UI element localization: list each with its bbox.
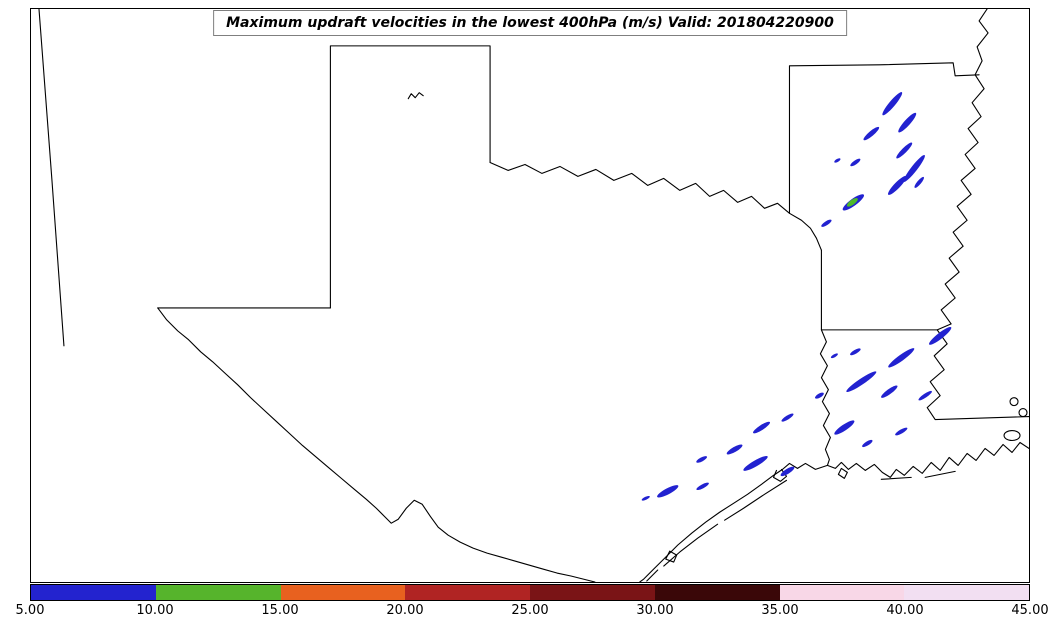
coastline-louisiana: [826, 441, 1029, 478]
border-nm-az: [38, 9, 65, 347]
updraft-streak: [753, 421, 771, 434]
updraft-streak: [903, 154, 925, 182]
border-ok-ar-mo: [788, 62, 980, 214]
updraft-streak: [918, 390, 932, 401]
corpus-bay: [665, 550, 678, 563]
updraft-streak: [743, 455, 768, 471]
colorbar-tick-label: 15.00: [261, 603, 299, 618]
colorbar-tick-label: 30.00: [636, 603, 674, 618]
coastline-texas: [639, 462, 828, 582]
updraft-streak: [657, 485, 679, 498]
colorbar-tick-label: 5.00: [15, 603, 45, 618]
colorbar-tick-label: 10.00: [136, 603, 174, 618]
updraft-streak: [641, 495, 650, 501]
updraft-streak: [834, 158, 841, 163]
colorbar-segment: [405, 585, 530, 600]
updraft-streak: [888, 348, 915, 368]
barrier-island-2: [663, 523, 719, 567]
updraft-streak: [896, 142, 913, 159]
updraft-streak: [850, 348, 861, 356]
calcasieu-lake: [837, 467, 848, 479]
barrier-island-1: [724, 479, 788, 521]
barrier-island-3: [646, 569, 659, 582]
border-tx-ar-la-sabine: [819, 249, 831, 466]
state-borders: [38, 9, 1029, 582]
updraft-streak: [882, 92, 903, 116]
colorbar-tick-label: 35.00: [761, 603, 799, 618]
border-mississippi-river: [926, 9, 1029, 421]
updraft-streak: [726, 444, 743, 455]
border-tx-panhandle: [329, 45, 491, 309]
updraft-streak: [895, 427, 908, 436]
colorbar-tick-label: 25.00: [511, 603, 549, 618]
colorbar-tick-label: 20.00: [386, 603, 424, 618]
updraft-streak: [850, 158, 861, 167]
colorbar-segment: [654, 585, 780, 600]
colorbar-ticks: 5.00 10.00 15.00 20.00 25.00 30.00 35.00 40.00 4…: [16, 603, 1049, 623]
colorbar-tick-label: 40.00: [886, 603, 924, 618]
updraft-streak: [862, 439, 873, 448]
updraft-streak: [863, 126, 880, 141]
colorbar: [30, 584, 1030, 601]
colorbar-tick-label: 45.00: [1011, 603, 1049, 618]
updraft-streak: [696, 456, 708, 463]
la-barrier-islands: [880, 470, 956, 480]
colorbar-segment: [530, 585, 655, 600]
colorbar-segment: [904, 585, 1029, 600]
updraft-streak: [781, 413, 794, 422]
updraft-streak: [696, 482, 709, 491]
updraft-streak: [830, 353, 838, 359]
colorbar-segment: [155, 585, 281, 600]
updraft-streak: [914, 176, 924, 188]
updraft-streak: [814, 392, 824, 399]
updraft-streak: [887, 175, 907, 195]
updraft-streak-green-core: [846, 198, 858, 207]
updraft-streak: [929, 326, 952, 345]
oxbow-lake-2: [1018, 408, 1028, 418]
updraft-streak: [834, 420, 855, 435]
border-rio-grande: [157, 307, 596, 582]
updraft-streaks: [641, 92, 952, 501]
oxbow-lake-1: [1009, 397, 1019, 407]
updraft-streak: [821, 219, 832, 227]
border-red-river: [489, 161, 822, 251]
colorbar-segment: [779, 585, 905, 600]
updraft-streak: [898, 112, 917, 133]
lake-pontchartrain: [1003, 429, 1021, 442]
map-area: [30, 8, 1030, 583]
colorbar-segment: [280, 585, 406, 600]
updraft-streak: [780, 466, 795, 477]
updraft-streak: [881, 385, 898, 398]
colorbar-segment: [31, 585, 156, 600]
map-svg: [38, 9, 1029, 582]
updraft-streak: [846, 371, 877, 393]
plot-title: Maximum updraft velocities in the lowest…: [213, 10, 847, 36]
river-squiggle-ok: [407, 92, 424, 100]
